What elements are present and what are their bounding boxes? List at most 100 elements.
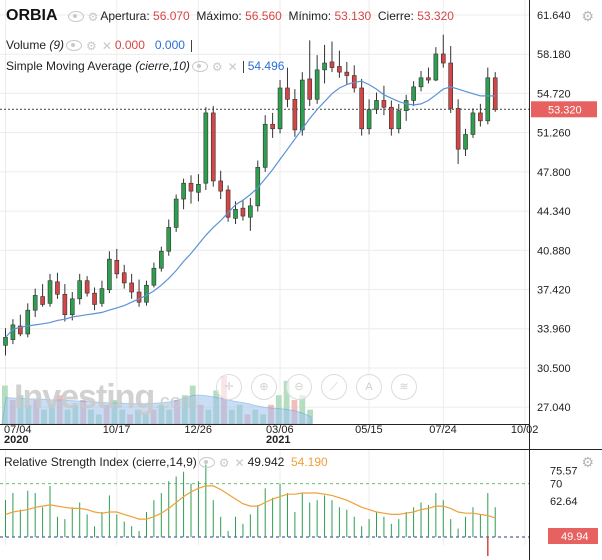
candle-body [121, 272, 127, 284]
gear-icon[interactable]: ⚙ [86, 38, 97, 53]
volume-bar [299, 395, 306, 424]
candle-body [299, 79, 305, 131]
volume-value-1: 0.000 [114, 38, 145, 52]
eye-icon[interactable] [191, 61, 208, 73]
time-axis-label: 05/15 [355, 424, 383, 436]
candle-body [40, 296, 45, 305]
close-value: 53.320 [417, 9, 454, 23]
candle-body [225, 189, 231, 218]
price-axis-label: 27.040 [537, 402, 571, 414]
current-price-tag [531, 101, 597, 118]
sma-param: (cierre,10) [135, 59, 190, 73]
candle-body [144, 284, 149, 303]
drawing-toolbar: ✛ ⊕ ⊖ ⟋ A ≋ [216, 374, 426, 400]
candle-body [455, 108, 461, 150]
candle-body [107, 258, 112, 291]
close-icon[interactable]: ✕ [234, 455, 245, 470]
candle-body [396, 110, 402, 130]
candle-body [69, 298, 75, 315]
candle-body [188, 182, 194, 192]
candle-body [426, 77, 431, 81]
candle-body [196, 184, 201, 193]
candle-body [381, 100, 387, 108]
time-axis-label: 10/02 [511, 424, 539, 436]
zoom-in-tool-icon[interactable]: ⊕ [251, 374, 277, 400]
rsi-axis-label: 70 [550, 479, 562, 491]
candle-body [492, 77, 498, 110]
fibonacci-tool-icon[interactable]: ≋ [391, 374, 417, 400]
rsi-axis-label: 75.57 [550, 465, 578, 477]
gear-icon[interactable]: ⚙ [87, 9, 99, 24]
candle-body [84, 280, 90, 294]
candle-body [344, 71, 350, 76]
low-value: 53.130 [334, 9, 372, 23]
candle-body [374, 100, 379, 110]
rsi-current-tag [548, 528, 598, 544]
candle-body [210, 112, 216, 182]
eye-icon[interactable] [67, 11, 84, 23]
rsi-param: (cierre,14,9) [132, 455, 197, 469]
candle-body [32, 295, 38, 311]
time-axis-label: 03/06 [266, 424, 294, 436]
price-axis-label: 40.880 [537, 245, 571, 257]
candle-body [151, 267, 157, 286]
price-axis-label: 58.180 [537, 49, 571, 61]
high-label: Máximo: [196, 9, 242, 23]
candle-body [433, 53, 439, 81]
candle-body [285, 87, 290, 100]
zoom-out-tool-icon[interactable]: ⊖ [286, 374, 312, 400]
settings-icon[interactable]: ⚙ [581, 454, 594, 470]
candle-body [440, 53, 446, 64]
ticker-symbol: ORBIA [6, 7, 58, 24]
candle-body [173, 198, 179, 228]
candle-body [18, 325, 23, 335]
ohlc-legend: ORBIA ⚙ Apertura: 56.070 Máximo: 56.560 Mí… [6, 7, 454, 25]
candle-body [3, 337, 8, 346]
gear-icon[interactable]: ⚙ [218, 455, 230, 470]
volume-bar [283, 380, 290, 424]
investing-watermark: Investing.com [14, 378, 198, 417]
candle-body [262, 123, 268, 168]
candle-body [62, 293, 68, 315]
candle-body [92, 292, 97, 305]
eye-icon[interactable] [66, 40, 83, 52]
high-value: 56.560 [245, 9, 282, 23]
candle-body [248, 205, 253, 218]
trendline-tool-icon[interactable]: ⟋ [321, 374, 347, 400]
candle-body [389, 106, 394, 130]
candle-body [47, 280, 53, 304]
time-axis-label: 07/24 [429, 424, 457, 436]
eye-icon[interactable] [198, 457, 215, 469]
close-icon[interactable]: ✕ [227, 59, 238, 74]
time-axis-label: 12/26 [184, 424, 212, 436]
sma-name: Simple Moving Average [6, 59, 132, 73]
candle-body [218, 180, 223, 192]
candle-body [329, 61, 335, 68]
text-tool-icon[interactable]: A [356, 374, 382, 400]
candle-body [129, 282, 134, 293]
price-axis-label: 54.720 [537, 88, 571, 100]
candle-body [470, 112, 476, 135]
sma-value: 54.496 [247, 59, 285, 73]
candle-body [233, 208, 238, 219]
candle-body [307, 78, 313, 100]
price-axis-label: 30.500 [537, 363, 571, 375]
candle-body [203, 112, 209, 184]
time-axis-label: 10/17 [103, 424, 131, 436]
volume-param: (9) [49, 38, 65, 52]
gear-icon[interactable]: ⚙ [211, 59, 223, 74]
close-icon[interactable]: ✕ [101, 38, 112, 53]
rsi-legend: Relative Strength Index (cierre,14,9) ⚙ ✕ 4… [4, 455, 328, 470]
close-label: Cierre: [377, 9, 414, 23]
candle-body [77, 280, 82, 300]
volume-name: Volume [6, 38, 47, 52]
candle-body [463, 134, 468, 150]
candle-body [114, 259, 120, 275]
settings-icon[interactable]: ⚙ [581, 8, 594, 24]
sma-line [5, 80, 496, 338]
price-axis-label: 47.800 [537, 167, 571, 179]
candle-body [181, 182, 186, 200]
candle-body [366, 109, 372, 130]
pointer-tool-icon[interactable]: ✛ [216, 374, 242, 400]
